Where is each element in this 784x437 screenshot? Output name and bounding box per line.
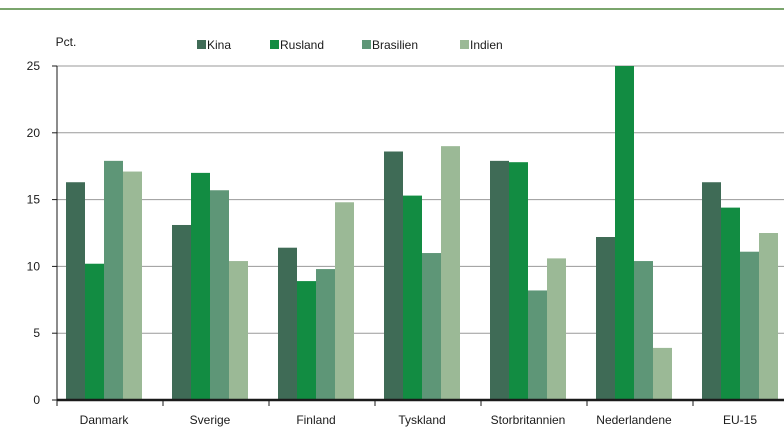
legend-label-kina: Kina (207, 38, 231, 52)
bar-kina-eu-15 (702, 182, 721, 400)
bar-rusland-nederlandene (615, 66, 634, 400)
x-tick-label: Finland (296, 413, 335, 427)
y-tick-label: 25 (27, 59, 41, 73)
bar-indien-eu-15 (759, 233, 778, 400)
legend-swatch-indien (460, 40, 469, 49)
bar-kina-nederlandene (596, 237, 615, 400)
bar-kina-storbritannien (490, 160, 509, 400)
y-axis-label: Pct. (56, 35, 77, 49)
x-tick-label: Tyskland (398, 413, 445, 427)
bar-kina-sverige (172, 224, 191, 400)
y-tick-label: 20 (27, 126, 41, 140)
y-tick-label: 0 (33, 393, 40, 407)
bar-kina-tyskland (384, 151, 403, 400)
x-tick-label: Storbritannien (491, 413, 566, 427)
x-tick-label: EU-15 (723, 413, 757, 427)
bar-kina-danmark (66, 182, 85, 400)
legend-swatch-brasilien (362, 40, 371, 49)
legend: Kina Rusland Brasilien Indien (197, 38, 503, 52)
bar-rusland-danmark (85, 263, 104, 400)
y-tick-label: 10 (27, 259, 41, 273)
bar-kina-finland (278, 247, 297, 400)
legend-label-rusland: Rusland (280, 38, 324, 52)
x-tick-label: Danmark (80, 413, 130, 427)
bar-indien-finland (335, 202, 354, 400)
bar-indien-danmark (123, 171, 142, 400)
x-tick-labels: Danmark Sverige Finland Tyskland Storbritann… (80, 413, 758, 427)
x-tick-label: Nederlandene (596, 413, 672, 427)
x-tick-label: Sverige (190, 413, 231, 427)
bar-brasilien-nederlandene (634, 261, 653, 400)
bar-rusland-tyskland (403, 195, 422, 400)
legend-label-brasilien: Brasilien (372, 38, 418, 52)
bar-group (66, 66, 778, 400)
y-tick-labels: 0 5 10 15 20 25 (27, 59, 41, 407)
bar-brasilien-finland (316, 269, 335, 400)
y-tick-label: 5 (33, 326, 40, 340)
bar-rusland-storbritannien (509, 162, 528, 400)
bar-brasilien-tyskland (422, 253, 441, 400)
bar-rusland-sverige (191, 172, 210, 400)
bar-indien-storbritannien (547, 258, 566, 400)
legend-swatch-rusland (270, 40, 279, 49)
top-rule (0, 8, 784, 10)
bar-rusland-finland (297, 281, 316, 400)
bar-rusland-eu-15 (721, 207, 740, 400)
bar-brasilien-danmark (104, 160, 123, 400)
legend-swatch-kina (197, 40, 206, 49)
axes (52, 65, 784, 406)
bar-brasilien-storbritannien (528, 290, 547, 400)
y-tick-label: 15 (27, 193, 41, 207)
bar-indien-nederlandene (653, 347, 672, 400)
bar-indien-sverige (229, 261, 248, 400)
bar-indien-tyskland (441, 146, 460, 400)
bar-brasilien-eu-15 (740, 251, 759, 400)
legend-label-indien: Indien (470, 38, 503, 52)
bar-brasilien-sverige (210, 190, 229, 400)
